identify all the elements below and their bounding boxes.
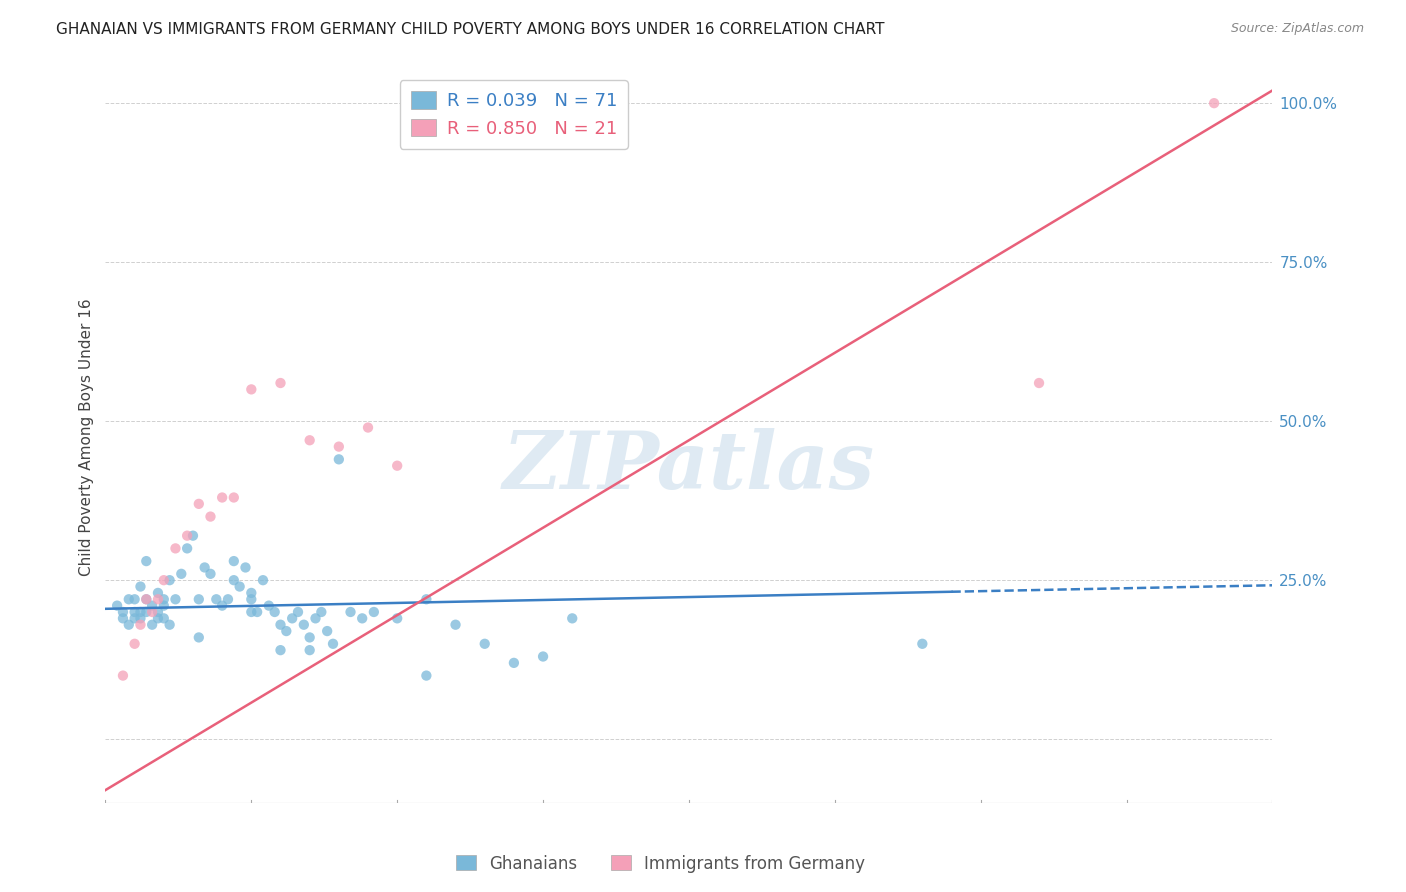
Point — [322, 637, 344, 651]
Point — [339, 605, 361, 619]
Point — [235, 560, 257, 574]
Point — [124, 605, 146, 619]
Point — [257, 599, 280, 613]
Point — [141, 605, 163, 619]
Point — [222, 491, 245, 505]
Point — [228, 580, 250, 594]
Point — [240, 592, 263, 607]
Point — [415, 592, 437, 607]
Point — [170, 566, 193, 581]
Point — [240, 586, 263, 600]
Legend: Ghanaians, Immigrants from Germany: Ghanaians, Immigrants from Germany — [450, 848, 872, 880]
Point — [385, 611, 408, 625]
Point — [200, 566, 222, 581]
Point — [135, 592, 157, 607]
Point — [311, 605, 333, 619]
Point — [252, 573, 274, 587]
Point — [1028, 376, 1050, 390]
Point — [141, 617, 163, 632]
Point — [298, 643, 321, 657]
Point — [298, 631, 321, 645]
Point — [141, 599, 163, 613]
Point — [187, 631, 209, 645]
Point — [316, 624, 339, 638]
Point — [181, 529, 204, 543]
Text: GHANAIAN VS IMMIGRANTS FROM GERMANY CHILD POVERTY AMONG BOYS UNDER 16 CORRELATIO: GHANAIAN VS IMMIGRANTS FROM GERMANY CHIL… — [56, 22, 884, 37]
Point — [561, 611, 583, 625]
Y-axis label: Child Poverty Among Boys Under 16: Child Poverty Among Boys Under 16 — [79, 298, 94, 576]
Point — [269, 617, 292, 632]
Point — [298, 434, 321, 448]
Point — [146, 611, 169, 625]
Point — [474, 637, 496, 651]
Point — [444, 617, 467, 632]
Point — [165, 541, 187, 556]
Point — [105, 599, 128, 613]
Point — [124, 611, 146, 625]
Point — [129, 580, 152, 594]
Point — [111, 668, 134, 682]
Point — [1202, 96, 1225, 111]
Point — [205, 592, 228, 607]
Point — [118, 617, 141, 632]
Point — [187, 497, 209, 511]
Point — [124, 592, 146, 607]
Point — [111, 605, 134, 619]
Point — [328, 452, 350, 467]
Legend: R = 0.039   N = 71, R = 0.850   N = 21: R = 0.039 N = 71, R = 0.850 N = 21 — [399, 80, 628, 149]
Point — [502, 656, 524, 670]
Point — [176, 541, 198, 556]
Point — [281, 611, 304, 625]
Point — [328, 440, 350, 454]
Point — [153, 573, 174, 587]
Point — [263, 605, 285, 619]
Point — [194, 560, 217, 574]
Point — [153, 611, 174, 625]
Point — [911, 637, 934, 651]
Point — [269, 376, 292, 390]
Point — [240, 605, 263, 619]
Point — [146, 605, 169, 619]
Point — [287, 605, 309, 619]
Point — [269, 643, 292, 657]
Point — [129, 611, 152, 625]
Point — [111, 611, 134, 625]
Point — [153, 592, 174, 607]
Point — [276, 624, 298, 638]
Point — [165, 592, 187, 607]
Point — [385, 458, 408, 473]
Point — [118, 592, 141, 607]
Point — [124, 637, 146, 651]
Point — [246, 605, 269, 619]
Point — [159, 617, 181, 632]
Text: Source: ZipAtlas.com: Source: ZipAtlas.com — [1230, 22, 1364, 36]
Point — [187, 592, 209, 607]
Point — [222, 573, 245, 587]
Point — [159, 573, 181, 587]
Point — [129, 605, 152, 619]
Point — [135, 554, 157, 568]
Point — [146, 586, 169, 600]
Point — [531, 649, 554, 664]
Point — [222, 554, 245, 568]
Point — [135, 592, 157, 607]
Point — [153, 599, 174, 613]
Point — [217, 592, 239, 607]
Point — [146, 592, 169, 607]
Point — [211, 491, 233, 505]
Point — [129, 617, 152, 632]
Point — [135, 605, 157, 619]
Point — [304, 611, 326, 625]
Point — [211, 599, 233, 613]
Point — [292, 617, 315, 632]
Point — [240, 383, 263, 397]
Point — [363, 605, 385, 619]
Point — [176, 529, 198, 543]
Point — [415, 668, 437, 682]
Point — [357, 420, 380, 434]
Text: ZIPatlas: ZIPatlas — [503, 427, 875, 505]
Point — [200, 509, 222, 524]
Point — [352, 611, 374, 625]
